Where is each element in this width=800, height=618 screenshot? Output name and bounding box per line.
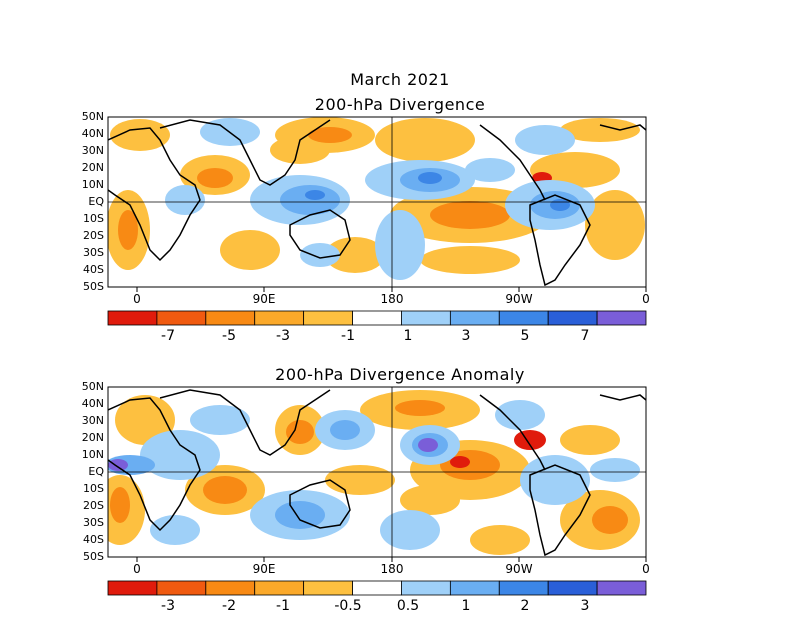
panel-1-colorbar-label: 7 (580, 328, 590, 344)
panel-2-map (107, 386, 647, 562)
month-title: March 2021 (350, 70, 450, 89)
panel-2-colorbar-label: -1 (276, 598, 290, 614)
panel-2-lat-label: 20S (83, 499, 104, 512)
panel-1-lat-label: EQ (88, 195, 104, 208)
panel-2-lat-label: EQ (88, 465, 104, 478)
panel-2-lat-label: 40N (81, 397, 104, 410)
panel-2-gridlines (108, 387, 646, 557)
panel-2-colorbar-label: 0.5 (396, 598, 420, 614)
panel-2-lat-label: 20N (81, 431, 104, 444)
panel-1-colorbar (107, 310, 647, 326)
panel-2-lat-label: 10N (81, 448, 104, 461)
colorbar-swatch (107, 580, 158, 596)
panel-2-lon-label: 0 (642, 562, 650, 576)
panel-1-lat-label: 40N (81, 127, 104, 140)
colorbar-swatch (596, 580, 647, 596)
colorbar-swatch (303, 580, 353, 596)
colorbar-swatch (498, 580, 549, 596)
panel-2-colorbar-label: 1 (461, 598, 471, 614)
panel-1-colorbar-label: 1 (403, 328, 413, 344)
panel-2-colorbar-label: 2 (520, 598, 530, 614)
panel-2-lon-label: 90W (505, 562, 533, 576)
panel-2-lat-label: 40S (83, 533, 104, 546)
panel-2-lat-label: 30N (81, 414, 104, 427)
panel-1-field (108, 117, 646, 287)
panel-1-lon-label: 90E (252, 292, 276, 306)
panel-1-lat-label: 50N (81, 110, 104, 123)
panel-1-gridlines (108, 117, 646, 287)
colorbar-swatch (254, 580, 305, 596)
panel-2-lat-label: 50N (81, 380, 104, 393)
panel-1-lon-label: 0 (642, 292, 650, 306)
panel-2-colorbar (107, 580, 647, 596)
panel-1-lat-label: 10S (83, 212, 104, 225)
panel-1-lat-label: 10N (81, 178, 104, 191)
panel-1-frame (107, 116, 647, 288)
panel-2-lat-label: 30S (83, 516, 104, 529)
panel-1-lat-label: 50S (83, 280, 104, 293)
panel-2-colorbar-label: -3 (161, 598, 175, 614)
panel-2-lat-label: 10S (83, 482, 104, 495)
colorbar-swatch (156, 580, 207, 596)
panel-1-colorbar-label: -3 (276, 328, 290, 344)
panel-1-lat-label: 30N (81, 144, 104, 157)
colorbar-swatch (205, 580, 256, 596)
panel-2-colorbar-label: -2 (222, 598, 236, 614)
panel-1-map (107, 116, 647, 292)
panel-1-lat-label: 20N (81, 161, 104, 174)
panel-2-coastlines (108, 389, 646, 557)
panel-1-lon-label: 0 (133, 292, 141, 306)
colorbar-swatch (596, 310, 647, 326)
panel-2-lon-label: 0 (133, 562, 141, 576)
panel-1-coastlines (108, 119, 646, 287)
colorbar-swatch (352, 580, 402, 596)
panel-1-colorbar-label: -5 (222, 328, 236, 344)
panel-1-lat-label: 30S (83, 246, 104, 259)
panel-2-lon-label: 180 (380, 562, 404, 576)
colorbar-swatch (401, 580, 451, 596)
panel-1-colorbar-label: -7 (161, 328, 175, 344)
panel-1-lat-label: 40S (83, 263, 104, 276)
panel-1-lon-label: 90W (505, 292, 533, 306)
panel-1-lat-label: 20S (83, 229, 104, 242)
panel-2-lon-label: 90E (252, 562, 276, 576)
panel-2-frame (107, 386, 647, 558)
panel-1-title: 200-hPa Divergence (314, 95, 486, 114)
panel-1-lon-label: 180 (380, 292, 404, 306)
colorbar-swatch (449, 580, 500, 596)
panel-2-field (108, 387, 646, 557)
panel-2-title: 200-hPa Divergence Anomaly (275, 365, 525, 384)
panel-2-lat-label: 50S (83, 550, 104, 563)
colorbar-swatch (547, 580, 598, 596)
panel-1-colorbar-label: 5 (520, 328, 530, 344)
panel-2-colorbar-label: -0.5 (334, 598, 362, 614)
panel-1-colorbar-label: -1 (341, 328, 355, 344)
panel-2-colorbar-label: 3 (580, 598, 590, 614)
panel-1-colorbar-label: 3 (461, 328, 471, 344)
